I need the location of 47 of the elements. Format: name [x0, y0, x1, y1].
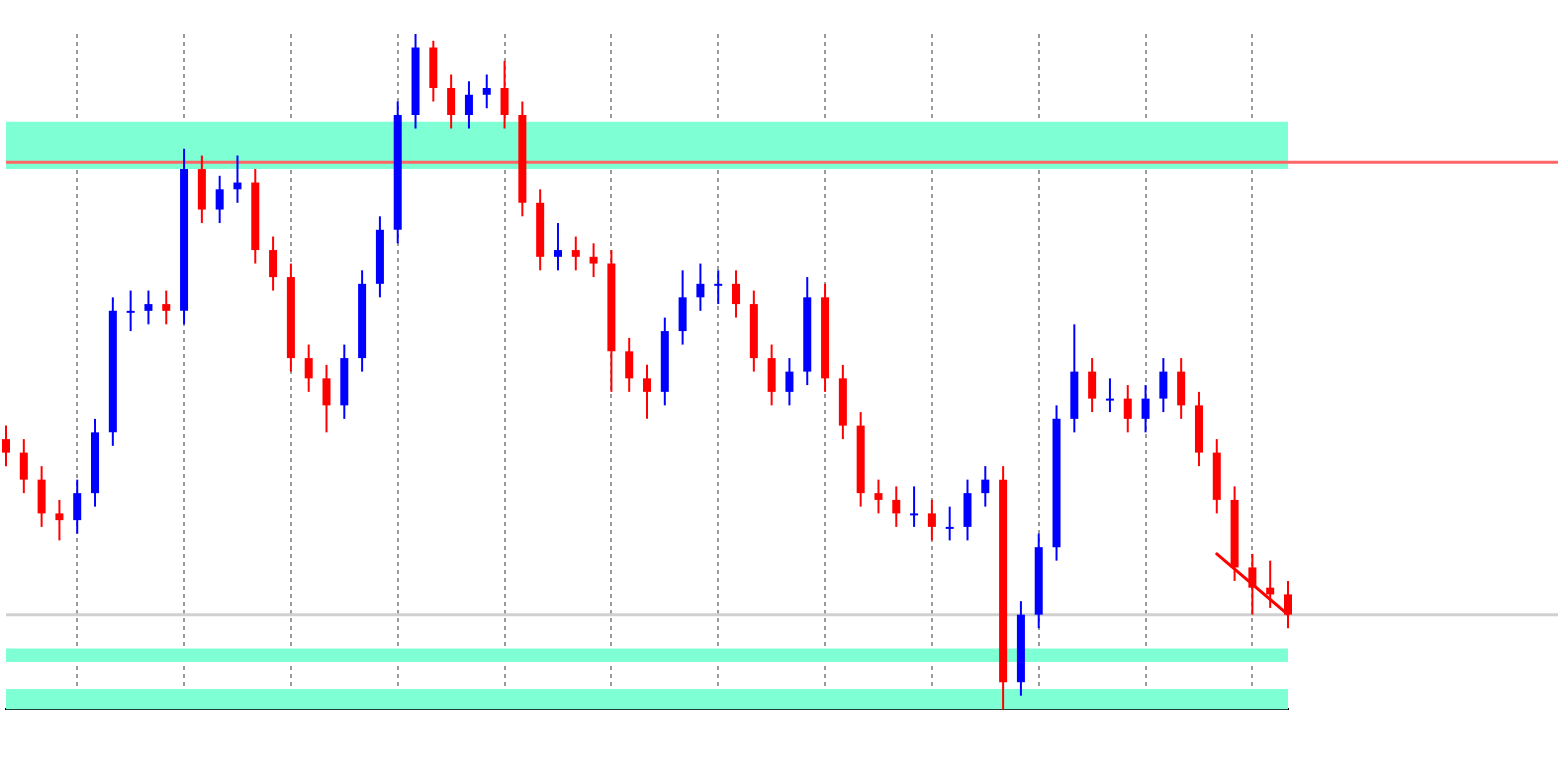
candlestick	[874, 478, 883, 515]
candlestick	[19, 438, 28, 495]
candlestick	[500, 60, 509, 130]
candlestick	[678, 269, 687, 346]
candlestick	[126, 289, 135, 333]
candlestick	[696, 262, 705, 312]
candlestick	[340, 343, 349, 420]
candlestick	[304, 343, 313, 393]
candlestick	[1070, 323, 1079, 434]
candlestick	[215, 174, 224, 225]
candlestick	[464, 80, 473, 130]
candlestick	[429, 39, 438, 103]
candlestick	[732, 269, 741, 319]
candlestick	[447, 73, 456, 130]
candlestick	[571, 235, 580, 272]
candlestick	[1177, 357, 1186, 420]
candlestick	[910, 485, 919, 528]
candlestick	[927, 498, 936, 542]
candlestick	[144, 289, 153, 326]
candlestick	[1194, 390, 1203, 468]
candlestick	[642, 363, 652, 420]
candlestick	[1, 424, 11, 468]
candlestick	[838, 363, 847, 441]
candlestick	[37, 465, 46, 528]
candlestick	[1141, 384, 1150, 434]
candlestick	[197, 154, 206, 225]
candlestick	[589, 242, 598, 279]
candlestick	[55, 498, 64, 542]
candlestick	[1088, 357, 1097, 414]
candlestick	[785, 357, 794, 407]
candlestick	[322, 363, 331, 434]
candlestick	[1123, 384, 1132, 434]
candlestick	[482, 73, 491, 110]
candlestick	[162, 289, 171, 326]
candlestick	[981, 465, 990, 508]
candlestick	[892, 485, 901, 528]
candlestick	[73, 478, 82, 535]
candlestick	[1212, 438, 1221, 515]
candlestick	[714, 269, 723, 306]
candlestick	[269, 235, 278, 292]
candlestick	[767, 343, 776, 407]
candlestick	[553, 222, 562, 272]
candlestick	[945, 505, 954, 542]
candlestick	[1105, 377, 1114, 414]
candlestick	[625, 336, 634, 393]
candlestick	[1159, 357, 1168, 414]
candlestick	[963, 478, 972, 542]
